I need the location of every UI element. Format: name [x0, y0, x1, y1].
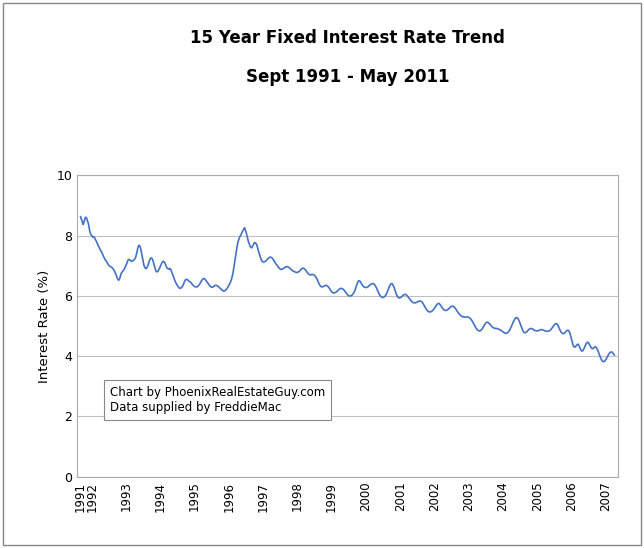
- Text: Chart by PhoenixRealEstateGuy.com
Data supplied by FreddieMac: Chart by PhoenixRealEstateGuy.com Data s…: [109, 386, 325, 414]
- Text: Sept 1991 - May 2011: Sept 1991 - May 2011: [246, 68, 450, 85]
- Y-axis label: Interest Rate (%): Interest Rate (%): [38, 270, 51, 383]
- Text: 15 Year Fixed Interest Rate Trend: 15 Year Fixed Interest Rate Trend: [191, 30, 505, 47]
